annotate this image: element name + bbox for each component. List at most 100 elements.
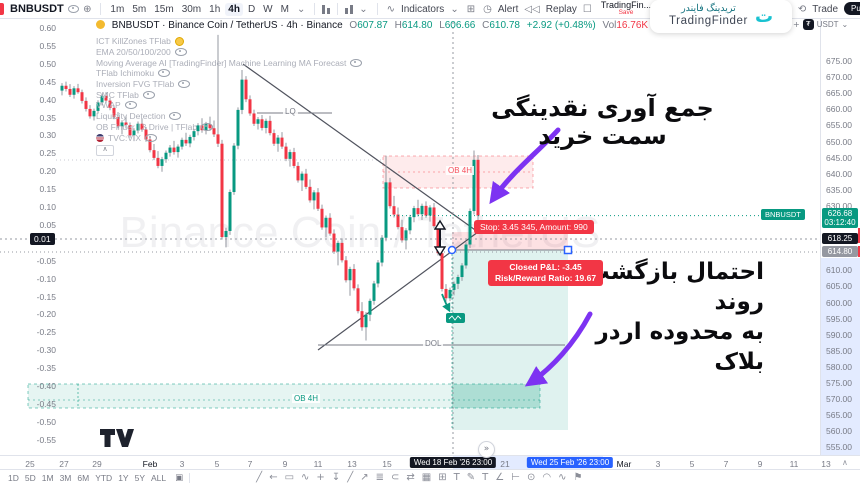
go-to-realtime-button[interactable]: » <box>478 441 495 458</box>
scale-caret-icon[interactable]: ∧ <box>842 458 848 467</box>
interval-1m[interactable]: 1m <box>110 3 125 15</box>
indicator-name[interactable]: ICT KillZones TFlab <box>96 36 171 47</box>
interval-D[interactable]: D <box>247 3 256 15</box>
range-1m[interactable]: 1M <box>41 472 54 483</box>
publish-button[interactable]: Pu <box>844 2 860 15</box>
layout-grid-icon[interactable]: ⊞ <box>466 3 476 15</box>
eye-icon[interactable] <box>67 5 80 13</box>
indicator-name[interactable]: SMC TFlab <box>96 89 139 100</box>
plus-icon[interactable]: + <box>793 20 800 29</box>
title-tool-icon[interactable]: T <box>482 472 489 483</box>
right-price-scale[interactable]: 675.00 670.00 665.00 660.00 655.00 650.00 645.… <box>820 17 860 455</box>
panel-icon[interactable]: ☐ <box>582 3 592 15</box>
circle-tool-icon[interactable]: ⊙ <box>526 472 536 483</box>
eye-icon[interactable] <box>124 101 137 110</box>
indicator-row[interactable]: OB Finder | 3 Drive | TFlab <box>96 122 362 133</box>
eye-icon[interactable] <box>169 112 182 121</box>
curve-tool-icon[interactable]: ◠ <box>542 472 552 483</box>
tradingview-logo[interactable] <box>99 428 135 448</box>
cross-tool-icon[interactable]: + <box>316 472 325 483</box>
save-indicator[interactable]: Save <box>618 9 634 17</box>
indicator-name[interactable]: EMA 20/50/100/200 <box>96 47 171 58</box>
interval-5m[interactable]: 5m <box>132 3 147 15</box>
parallel-channel-tool-icon[interactable]: ≣ <box>375 472 385 483</box>
arrow-down-tool-icon[interactable]: ↧ <box>331 472 341 483</box>
indicator-name[interactable]: Moving Average AI [TradingFinder] Machin… <box>96 57 347 68</box>
eye-icon[interactable] <box>201 122 214 131</box>
eye-icon[interactable] <box>174 48 187 57</box>
trend-line-tool-icon[interactable]: ╱ <box>256 472 263 483</box>
indicators-chevron-icon[interactable]: ⌄ <box>450 3 459 15</box>
eye-icon[interactable] <box>350 58 363 67</box>
alert-icon[interactable]: ◷ <box>483 3 492 15</box>
ray-tool-icon[interactable]: ╱ <box>347 472 354 483</box>
interval-W[interactable]: W <box>263 3 273 15</box>
indicator-row[interactable]: EMA 20/50/100/200 <box>96 47 362 58</box>
replay-button[interactable]: Replay <box>545 3 577 15</box>
horizontal-ray-tool-icon[interactable]: ⊢ <box>511 472 520 483</box>
grid-tool-icon[interactable]: ▦ <box>421 472 432 483</box>
angle-tool-icon[interactable]: ∠ <box>495 472 505 483</box>
menu-icon[interactable] <box>0 3 4 15</box>
interval-30m[interactable]: 30m <box>181 3 202 15</box>
time-scale[interactable]: Wed 18 Feb '26 23:00 Wed 25 Feb '26 23:0… <box>0 455 860 470</box>
collapse-legend-button[interactable]: ∧ <box>96 144 114 156</box>
calendar-icon[interactable]: ▣ <box>175 472 184 483</box>
eye-icon[interactable] <box>145 133 158 142</box>
swap-tool-icon[interactable]: ⇄ <box>406 472 415 483</box>
indicator-name[interactable]: TVC:VIX <box>108 132 142 143</box>
symbol-legend[interactable]: BNBUSDT · Binance Coin / TetherUS · 4h ·… <box>96 20 724 31</box>
indicator-row[interactable]: VWAP <box>96 100 362 111</box>
layout-grid-tool-icon[interactable]: ⊞ <box>438 472 447 483</box>
range-6m[interactable]: 6M <box>77 472 90 483</box>
trade-button[interactable]: Trade <box>812 3 839 15</box>
range-ytd[interactable]: YTD <box>95 472 113 483</box>
chart-style-chevron-icon[interactable]: ⌄ <box>359 3 368 15</box>
publish-idea-icon[interactable]: ⟲ <box>797 3 807 15</box>
currency-unit-selector[interactable]: + ₮ USDT ⌄ <box>793 19 848 30</box>
indicator-row[interactable]: Moving Average AI [TradingFinder] Machin… <box>96 57 363 68</box>
indicator-name[interactable]: Liquidity Detection <box>96 111 166 122</box>
indicators-icon[interactable]: ∿ <box>386 3 395 15</box>
replay-icon[interactable]: ◁◁ <box>524 3 540 15</box>
arc-tool-icon[interactable]: ⊂ <box>391 472 400 483</box>
range-1d[interactable]: 1D <box>8 472 19 483</box>
eye-icon[interactable] <box>178 80 191 89</box>
chart-style-icon[interactable] <box>345 4 354 14</box>
range-3m[interactable]: 3M <box>59 472 72 483</box>
interval-1h[interactable]: 1h <box>209 3 221 15</box>
eye-icon[interactable] <box>142 90 155 99</box>
range-1y[interactable]: 1Y <box>118 472 129 483</box>
interval-M[interactable]: M <box>280 3 289 15</box>
indicator-row[interactable]: Liquidity Detection <box>96 111 362 122</box>
unit-chevron-icon[interactable]: ⌄ <box>841 20 849 29</box>
indicator-name[interactable]: TFlab Ichimoku <box>96 68 155 79</box>
indicator-row[interactable]: SMC TFlab <box>96 89 362 100</box>
eye-icon[interactable] <box>158 69 171 78</box>
interval-4h[interactable]: 4h <box>225 2 243 16</box>
range-5d[interactable]: 5D <box>24 472 36 483</box>
indicators-button[interactable]: Indicators <box>400 3 445 15</box>
range-5y[interactable]: 5Y <box>134 472 145 483</box>
indicator-name[interactable]: VWAP <box>96 100 121 111</box>
arrow-left-tool-icon[interactable]: ← <box>269 472 278 483</box>
compare-icon[interactable]: ⊕ <box>83 3 92 15</box>
indicator-row[interactable]: TVC:VIX <box>96 132 362 143</box>
flag-tool-icon[interactable]: ⚑ <box>573 472 583 483</box>
interval-15m[interactable]: 15m <box>154 3 174 15</box>
indicator-name[interactable]: Inversion FVG TFlab <box>96 79 175 90</box>
indicator-row[interactable]: TFlab Ichimoku <box>96 68 362 79</box>
arrow-up-tool-icon[interactable]: ↗ <box>360 472 369 483</box>
wave-tool-icon[interactable]: ∿ <box>301 472 310 483</box>
range-all[interactable]: ALL <box>151 472 167 483</box>
layout-name-button[interactable]: TradingFin... Save <box>601 1 651 17</box>
interval-chevron-icon[interactable]: ⌄ <box>296 3 306 15</box>
rectangle-tool-icon[interactable]: ▭ <box>284 472 295 483</box>
timer-icon[interactable] <box>174 36 184 46</box>
chart-type-icon[interactable] <box>322 4 331 14</box>
symbol-button[interactable]: BNBUSDT <box>10 3 64 15</box>
indicator-name[interactable]: OB Finder | 3 Drive | TFlab <box>96 121 198 132</box>
squiggle-tool-icon[interactable]: ∿ <box>558 472 567 483</box>
alert-button[interactable]: Alert <box>497 3 519 15</box>
pencil-tool-icon[interactable]: ✎ <box>466 472 476 483</box>
